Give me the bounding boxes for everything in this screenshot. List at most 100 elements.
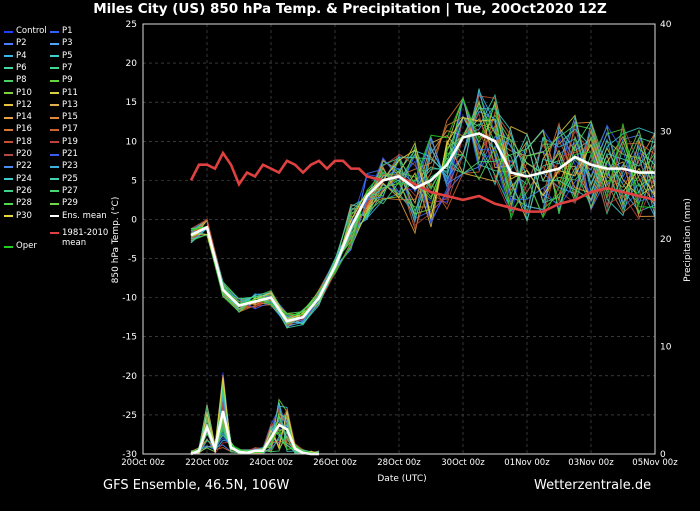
y-tick-label: -25 [122, 411, 137, 421]
legend-swatch [4, 92, 13, 94]
legend-label: P19 [62, 136, 78, 147]
axes: -30 -25 -20 -15 -10 -5 0 5 10 15 20 25 0 10 20 30 40 20Oc… [121, 20, 678, 468]
y-tick-label: 0 [131, 215, 137, 225]
ensemble-lines [189, 88, 656, 329]
x-tick-label: 20Oct 00z [121, 458, 165, 468]
legend-swatch [50, 141, 59, 144]
legend-label: P27 [62, 185, 78, 196]
legend-swatch [50, 79, 59, 82]
legend-swatch [50, 153, 59, 156]
ens-mean-precip-line [190, 410, 319, 456]
y2-axis-label: Precipitation (mm) [683, 198, 693, 282]
legend-label: P1 [62, 26, 73, 36]
x-tick-label: 24Oct 00z [249, 458, 293, 468]
legend-item: P24 [4, 174, 32, 186]
legend-swatch [4, 128, 13, 131]
legend-swatch [4, 141, 13, 144]
legend-swatch [4, 245, 13, 248]
legend-swatch [50, 202, 59, 205]
legend-label: P7 [62, 62, 73, 73]
legend-label: P13 [62, 99, 78, 110]
legend-swatch [4, 165, 13, 168]
legend-swatch [4, 67, 13, 70]
x-tick-label: 03Nov 00z [568, 458, 614, 468]
legend-label: P22 [16, 161, 32, 172]
legend-item: P27 [50, 186, 78, 198]
legend-swatch [4, 202, 13, 205]
plot-frame [142, 23, 656, 455]
legend-item: P5 [50, 51, 73, 63]
legend-label: P15 [62, 112, 78, 123]
legend-swatch [4, 116, 13, 119]
y-tick-label: 25 [126, 20, 137, 30]
y2-tick-label: 0 [660, 450, 666, 460]
legend-swatch [50, 165, 59, 168]
legend-swatch [50, 178, 59, 181]
y2-tick-label: 30 [660, 128, 672, 138]
y2-tick-label: 20 [660, 235, 672, 245]
legend-label: P29 [62, 198, 78, 209]
legend-swatch [4, 30, 13, 33]
legend-item: P8 [4, 75, 27, 87]
legend-item: P4 [4, 51, 27, 63]
ens-mean-temp-line [190, 132, 655, 323]
legend-label: Control [16, 26, 47, 36]
y-tick-label: -10 [122, 294, 137, 304]
y-tick-label: 20 [126, 59, 138, 69]
grid [142, 23, 656, 455]
legend-swatch [4, 55, 13, 58]
legend-swatch [50, 215, 59, 217]
legend-item: P11 [50, 88, 78, 100]
chart-title: Miles City (US) 850 hPa Temp. & Precipit… [93, 1, 607, 17]
ensemble-member-line [190, 110, 656, 320]
legend-item: P18 [4, 137, 32, 149]
legend-label: Oper [16, 241, 37, 252]
x-axis-label: Date (UTC) [377, 474, 426, 484]
site-name: Wetterzentrale.de [534, 478, 652, 493]
legend-item: P23 [50, 161, 78, 173]
ensemble-member-line [190, 103, 656, 322]
legend-item: P1 [50, 26, 73, 38]
y-tick-label: 5 [131, 176, 137, 186]
legend-item: P25 [50, 174, 78, 186]
x-tick-label: 28Oct 00z [377, 458, 421, 468]
legend-label: P4 [16, 50, 27, 61]
legend-item: P19 [50, 137, 78, 149]
precipitation-lines [190, 372, 320, 456]
ensemble-member-line [190, 97, 656, 316]
legend-item: P10 [4, 88, 32, 100]
legend-swatch [50, 128, 59, 131]
ensemble-member-line [190, 99, 656, 324]
y-tick-label: -30 [122, 450, 137, 460]
legend-item: Control [4, 26, 47, 38]
legend-item: P12 [4, 100, 32, 112]
climate-mean-line [189, 150, 656, 213]
legend-item: Ens. mean [50, 211, 107, 223]
legend-label: P16 [16, 124, 32, 135]
x-tick-label: 30Oct 00z [441, 458, 485, 468]
legend-swatch [50, 42, 59, 45]
legend-label: P17 [62, 124, 78, 135]
legend-label: P25 [62, 173, 78, 184]
legend-item: P14 [4, 112, 32, 124]
y-tick-label: -20 [122, 372, 137, 382]
legend-item: 1981-2010 mean [50, 228, 108, 248]
y-tick-label: 15 [126, 98, 137, 108]
legend-swatch [50, 104, 59, 107]
legend-item: P6 [4, 63, 27, 75]
legend-item: P21 [50, 149, 78, 161]
legend-swatch [4, 190, 13, 193]
y-axis-label: 850 hPa Temp. (°C) [111, 197, 121, 284]
y-tick-label: -15 [122, 333, 137, 343]
legend-label: P30 [16, 210, 32, 221]
legend-item: P3 [50, 38, 73, 50]
y2-tick-label: 40 [660, 20, 672, 30]
ensemble-member-line [190, 119, 656, 319]
legend-swatch [4, 153, 13, 156]
legend-item: P13 [50, 100, 78, 112]
legend-swatch [4, 79, 13, 82]
legend-label: Ens. mean [62, 210, 107, 221]
legend-item: P20 [4, 149, 32, 161]
legend-swatch [4, 178, 13, 181]
legend-swatch [4, 215, 13, 217]
